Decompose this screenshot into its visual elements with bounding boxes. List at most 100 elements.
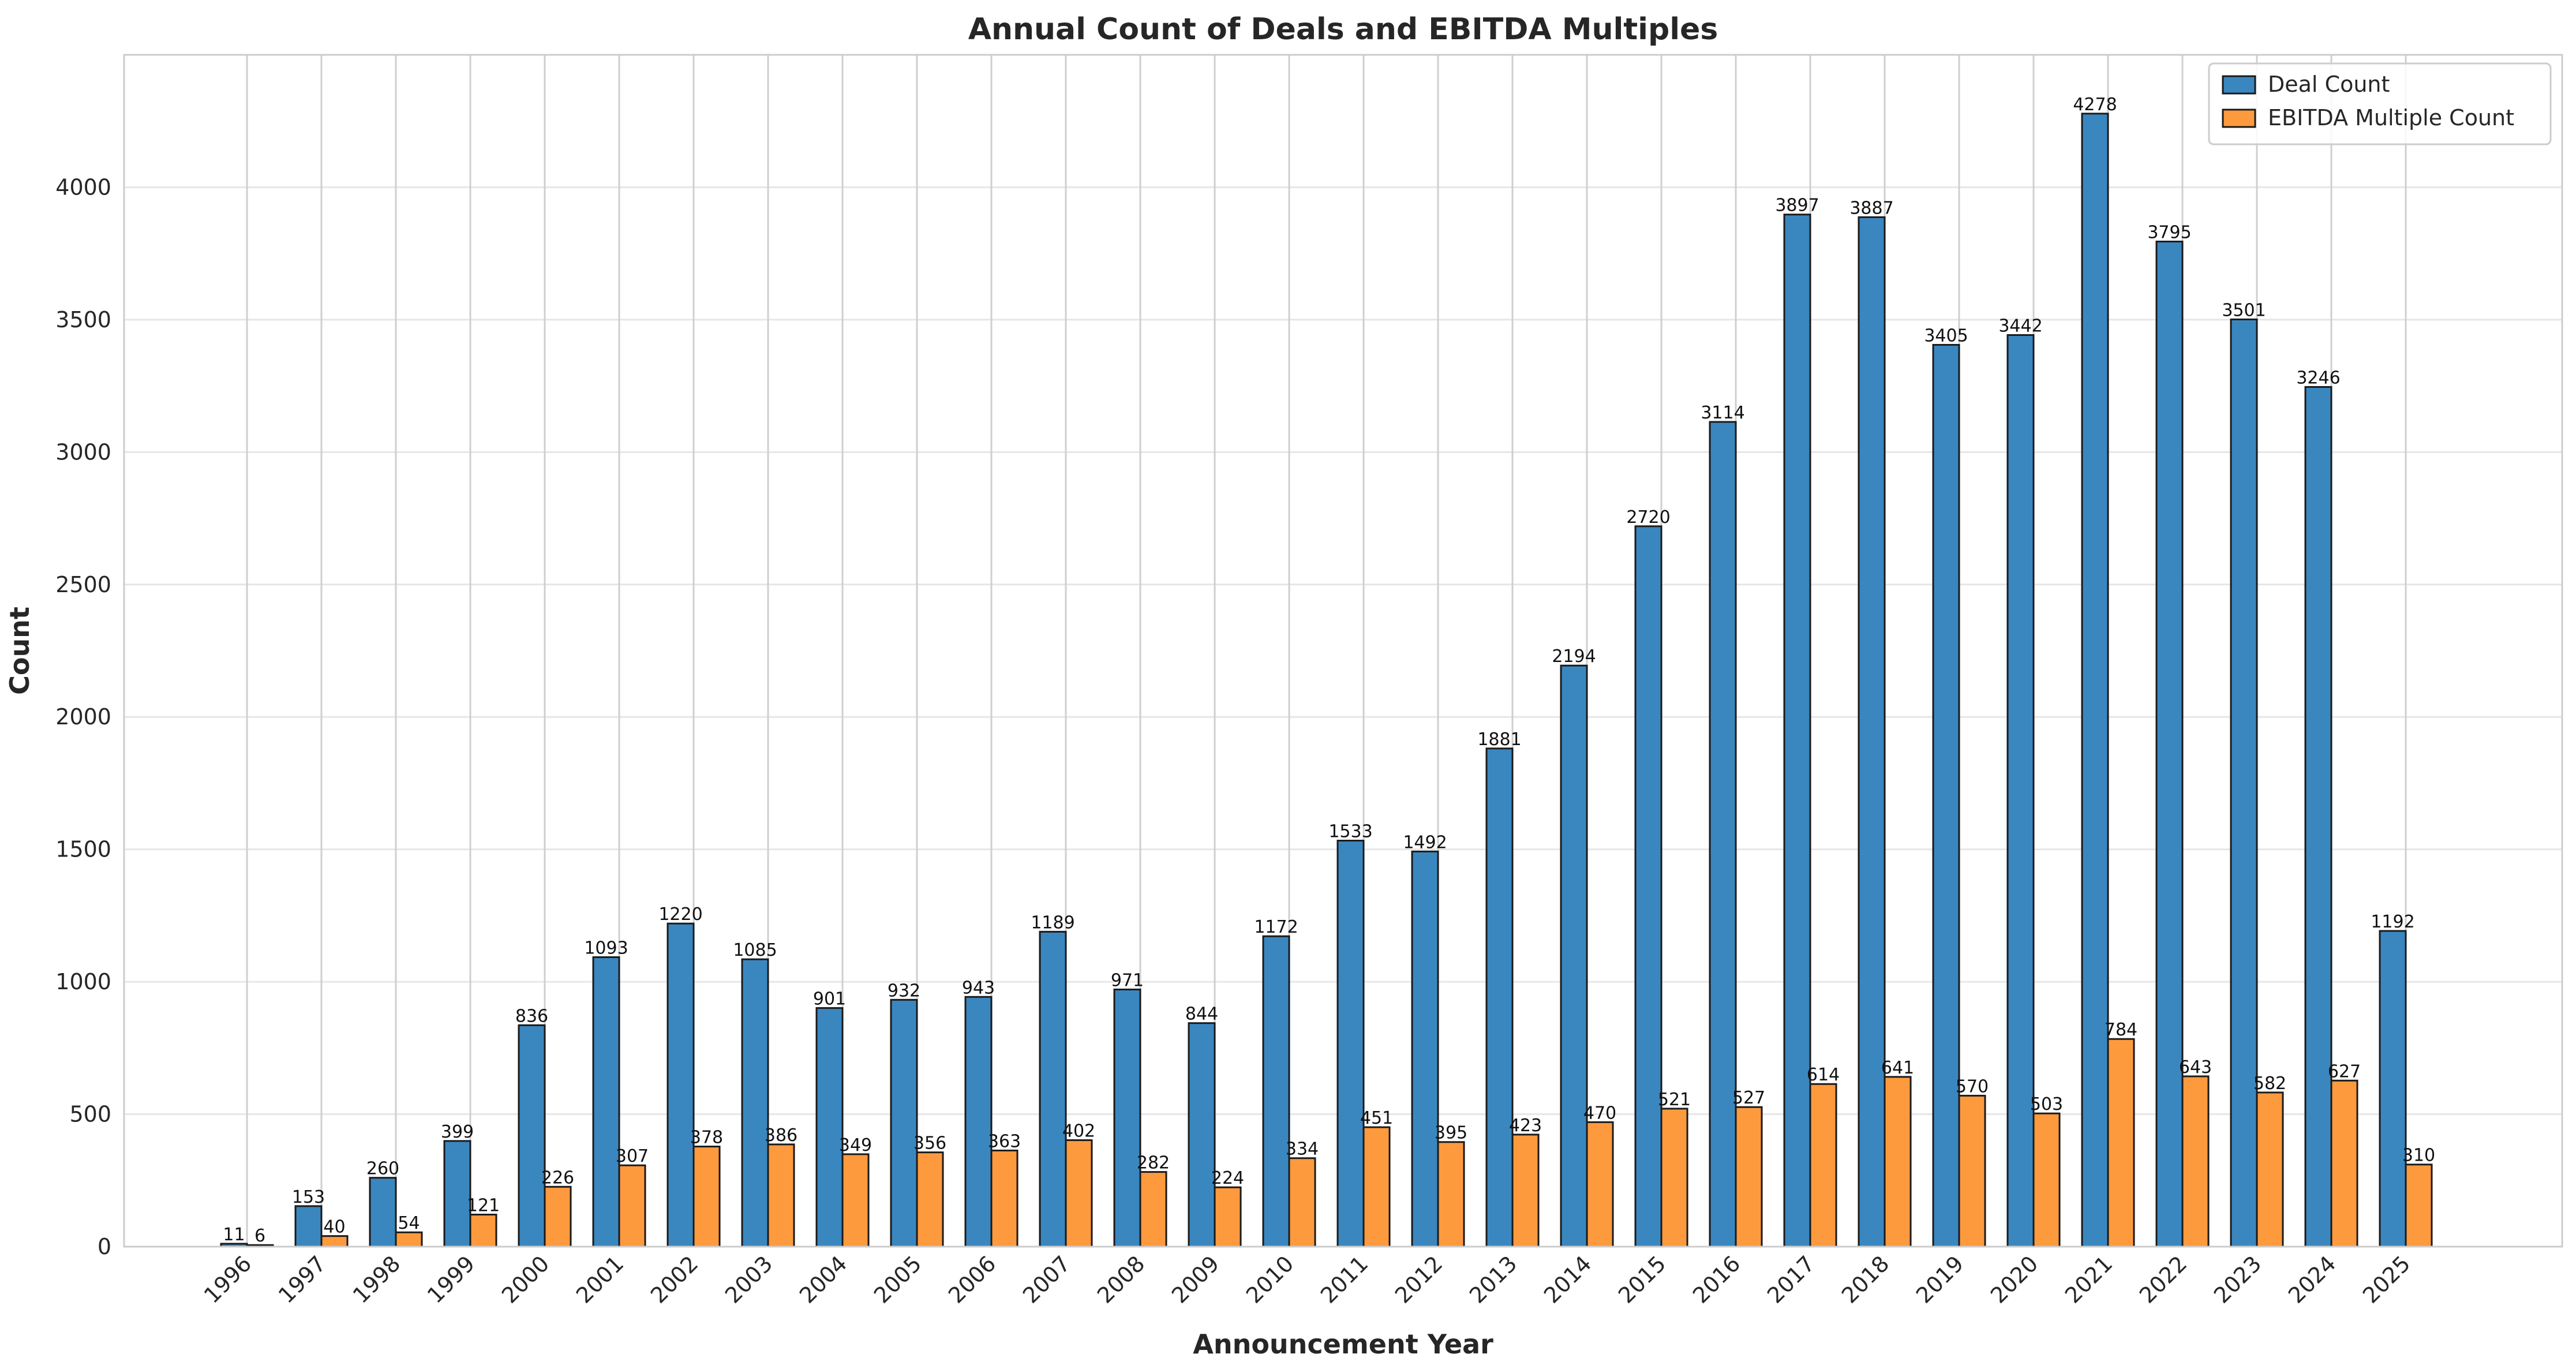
deal-count-label: 1192 xyxy=(2371,912,2414,932)
ebitda-count-bar xyxy=(1214,1186,1242,1248)
ebitda-count-label: 395 xyxy=(1435,1123,1467,1143)
ebitda-count-bar xyxy=(1139,1171,1167,1248)
x-tick-label: 1998 xyxy=(348,1251,406,1308)
deal-count-label: 1533 xyxy=(1328,822,1372,842)
bar-labels-layer: 11 153 260 399 836 1093 1220 1085 901 932 943 1189 9… xyxy=(223,95,2435,1246)
deal-count-label: 1220 xyxy=(658,904,702,925)
deal-count-bar xyxy=(815,1007,844,1248)
ebitda-count-label: 40 xyxy=(323,1217,345,1237)
deal-count-label: 844 xyxy=(1185,1004,1218,1024)
deal-count-bar xyxy=(1113,988,1141,1248)
y-tick-label: 3500 xyxy=(55,307,111,332)
legend-swatch xyxy=(2222,109,2256,128)
ebitda-count-bar xyxy=(320,1235,349,1248)
ebitda-count-bar xyxy=(2256,1091,2284,1248)
x-tick-label: 2014 xyxy=(1539,1251,1597,1308)
x-tick-label: 2025 xyxy=(2358,1251,2416,1308)
x-tick-label: 2020 xyxy=(1986,1251,2043,1308)
ebitda-count-bar xyxy=(1586,1121,1614,1248)
ebitda-count-label: 451 xyxy=(1360,1108,1393,1128)
deal-count-label: 3442 xyxy=(1998,316,2042,336)
ebitda-count-bar xyxy=(395,1231,423,1248)
deal-count-label: 3501 xyxy=(2222,300,2266,320)
deal-count-bar xyxy=(890,998,918,1248)
legend: Deal Count EBITDA Multiple Count xyxy=(2208,62,2552,145)
ebitda-count-label: 503 xyxy=(2030,1094,2063,1114)
deal-count-bar xyxy=(443,1140,471,1248)
x-tick-label: 2015 xyxy=(1613,1251,1671,1308)
deal-count-bar xyxy=(1783,214,1811,1248)
ebitda-count-label: 627 xyxy=(2328,1061,2361,1082)
deal-count-label: 3795 xyxy=(2147,223,2191,243)
y-tick-label: 500 xyxy=(69,1102,111,1127)
deal-count-bar xyxy=(1336,840,1365,1248)
x-tick-label: 2021 xyxy=(2060,1251,2118,1308)
deal-count-bar xyxy=(2379,930,2407,1248)
deal-count-bar xyxy=(294,1205,323,1248)
x-tick-label: 2016 xyxy=(1688,1251,1746,1308)
deal-count-label: 153 xyxy=(292,1187,325,1207)
ebitda-count-label: 310 xyxy=(2402,1146,2435,1166)
deal-count-label: 4278 xyxy=(2073,95,2117,115)
deal-count-label: 11 xyxy=(223,1225,245,1245)
deal-count-bar xyxy=(2230,318,2258,1248)
ebitda-count-label: 307 xyxy=(616,1146,649,1166)
x-tick-label: 2022 xyxy=(2135,1251,2192,1308)
x-tick-label: 2003 xyxy=(720,1251,778,1308)
ebitda-count-label: 784 xyxy=(2105,1020,2137,1040)
ebitda-count-label: 386 xyxy=(765,1125,797,1146)
deal-count-bar xyxy=(667,922,695,1248)
ebitda-count-label: 643 xyxy=(2179,1057,2212,1078)
deal-count-label: 932 xyxy=(888,981,920,1001)
legend-label: Deal Count xyxy=(2268,72,2390,97)
x-tick-label: 1999 xyxy=(422,1251,480,1308)
deal-count-label: 943 xyxy=(962,978,995,998)
deal-count-label: 399 xyxy=(441,1122,474,1142)
deal-count-bar xyxy=(1188,1022,1216,1248)
ebitda-count-label: 363 xyxy=(988,1131,1021,1151)
deal-count-label: 2194 xyxy=(1552,646,1596,667)
ebitda-count-bar xyxy=(2181,1075,2210,1248)
deal-count-bar xyxy=(369,1177,397,1248)
ebitda-count-label: 582 xyxy=(2253,1073,2286,1094)
x-tick-label: 2019 xyxy=(1911,1251,1969,1308)
ebitda-count-label: 356 xyxy=(913,1134,946,1154)
ebitda-count-label: 470 xyxy=(1583,1103,1616,1123)
ebitda-count-bar xyxy=(990,1149,1019,1248)
ebitda-count-label: 54 xyxy=(398,1213,420,1233)
x-tick-label: 2023 xyxy=(2209,1251,2267,1308)
ebitda-count-bar xyxy=(1511,1134,1540,1248)
ebitda-count-bar xyxy=(2330,1079,2358,1248)
x-tick-label: 2004 xyxy=(795,1251,852,1308)
deal-count-bar xyxy=(1262,935,1290,1248)
deal-count-label: 3246 xyxy=(2296,368,2340,388)
ebitda-count-bar xyxy=(1288,1157,1316,1248)
ebitda-count-bar xyxy=(544,1185,572,1248)
plot-frame xyxy=(123,54,2563,1248)
ebitda-count-label: 378 xyxy=(690,1128,723,1148)
ebitda-count-bar xyxy=(1735,1106,1763,1248)
deal-count-bar xyxy=(2155,241,2184,1248)
deal-count-bar xyxy=(518,1024,546,1248)
deal-count-label: 3897 xyxy=(1775,196,1819,216)
deal-count-label: 1172 xyxy=(1254,917,1298,937)
deal-count-label: 836 xyxy=(515,1006,548,1026)
x-tick-label: 2013 xyxy=(1465,1251,1522,1308)
ebitda-count-label: 614 xyxy=(1807,1065,1840,1085)
deal-count-label: 971 xyxy=(1111,970,1144,990)
y-tick-label: 2000 xyxy=(55,704,111,730)
ebitda-count-label: 282 xyxy=(1137,1153,1170,1173)
x-tick-label: 2007 xyxy=(1018,1251,1076,1308)
x-tick-label: 2001 xyxy=(571,1251,629,1308)
y-tick-label: 3000 xyxy=(55,439,111,465)
x-axis-title: Announcement Year xyxy=(1193,1329,1493,1360)
ebitda-count-label: 521 xyxy=(1658,1090,1691,1110)
deal-count-bar xyxy=(1932,343,1960,1248)
deal-count-bar xyxy=(592,956,620,1248)
deal-count-label: 1093 xyxy=(584,938,628,958)
ebitda-count-label: 570 xyxy=(1956,1076,1989,1097)
ebitda-count-bar xyxy=(1660,1108,1688,1248)
deal-count-label: 3887 xyxy=(1849,198,1893,218)
